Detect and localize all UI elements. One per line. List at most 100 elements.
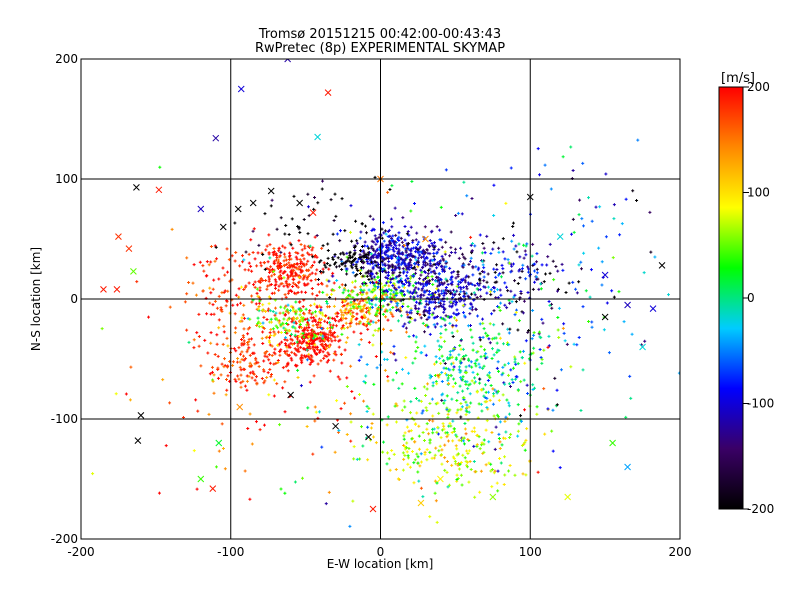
scatter-point bbox=[427, 432, 431, 436]
scatter-point bbox=[223, 289, 227, 293]
scatter-point bbox=[390, 268, 394, 272]
scatter-point bbox=[296, 224, 300, 228]
scatter-point bbox=[294, 271, 298, 275]
scatter-point bbox=[369, 269, 373, 273]
scatter-point bbox=[326, 242, 330, 246]
scatter-point bbox=[254, 302, 258, 306]
scatter-point bbox=[485, 291, 489, 295]
scatter-point bbox=[301, 340, 305, 344]
scatter-point bbox=[226, 344, 230, 348]
scatter-point bbox=[260, 336, 264, 340]
scatter-point bbox=[467, 364, 471, 368]
scatter-point bbox=[331, 288, 335, 292]
scatter-point bbox=[517, 242, 521, 246]
scatter-point bbox=[349, 439, 353, 443]
scatter-point bbox=[479, 294, 483, 298]
scatter-point bbox=[327, 344, 331, 348]
scatter-point bbox=[321, 334, 325, 338]
scatter-point bbox=[360, 315, 364, 319]
scatter-point bbox=[582, 224, 586, 228]
scatter-point bbox=[571, 217, 575, 221]
scatter-point bbox=[322, 338, 326, 342]
scatter-point bbox=[267, 295, 271, 299]
scatter-point bbox=[416, 294, 420, 298]
scatter-point bbox=[635, 199, 639, 203]
scatter-point bbox=[493, 388, 497, 392]
scatter-point bbox=[508, 384, 512, 388]
scatter-point bbox=[548, 271, 552, 275]
scatter-point bbox=[367, 253, 371, 257]
scatter-point bbox=[560, 262, 564, 266]
scatter-point bbox=[499, 293, 503, 297]
scatter-point bbox=[459, 408, 463, 412]
scatter-point bbox=[427, 309, 431, 313]
scatter-point bbox=[495, 350, 499, 354]
scatter-point bbox=[164, 444, 168, 448]
scatter-point bbox=[441, 359, 445, 363]
colorbar-tick-label: 200 bbox=[747, 80, 770, 94]
scatter-point bbox=[343, 260, 347, 264]
scatter-point bbox=[542, 280, 546, 284]
scatter-point bbox=[285, 338, 289, 342]
scatter-point bbox=[483, 251, 487, 255]
scatter-point bbox=[311, 264, 315, 268]
scatter-point bbox=[463, 292, 467, 296]
scatter-point bbox=[294, 273, 298, 277]
scatter-point bbox=[262, 327, 266, 331]
scatter-point bbox=[416, 310, 420, 314]
scatter-point bbox=[439, 345, 443, 349]
scatter-point bbox=[396, 319, 400, 323]
scatter-point bbox=[531, 351, 535, 355]
scatter-point bbox=[325, 278, 329, 282]
scatter-point bbox=[463, 379, 467, 383]
scatter-point bbox=[288, 309, 292, 313]
scatter-point bbox=[270, 274, 274, 278]
scatter-point bbox=[519, 419, 523, 423]
scatter-point bbox=[514, 300, 518, 304]
scatter-point bbox=[270, 372, 274, 376]
scatter-point bbox=[433, 453, 437, 457]
scatter-point bbox=[345, 267, 349, 271]
scatter-point bbox=[535, 412, 539, 416]
scatter-point bbox=[384, 250, 388, 254]
scatter-point bbox=[584, 289, 588, 293]
scatter-point bbox=[386, 254, 390, 258]
scatter-point bbox=[323, 354, 327, 358]
scatter-point bbox=[487, 374, 491, 378]
scatter-point bbox=[431, 384, 435, 388]
scatter-point bbox=[358, 272, 362, 276]
scatter-point bbox=[406, 462, 410, 466]
scatter-point bbox=[533, 269, 537, 273]
scatter-point bbox=[294, 300, 298, 304]
scatter-point bbox=[303, 283, 307, 287]
scatter-point bbox=[354, 257, 358, 261]
scatter-point bbox=[476, 350, 480, 354]
scatter-point bbox=[374, 441, 378, 445]
scatter-point bbox=[437, 305, 441, 309]
scatter-point bbox=[338, 377, 342, 381]
scatter-point bbox=[488, 398, 492, 402]
scatter-point bbox=[273, 291, 277, 295]
scatter-point bbox=[439, 277, 443, 281]
scatter-point bbox=[507, 331, 511, 335]
scatter-point bbox=[223, 273, 227, 277]
scatter-point bbox=[332, 281, 336, 285]
scatter-point bbox=[629, 396, 633, 400]
scatter-point bbox=[478, 272, 482, 276]
scatter-point bbox=[410, 291, 414, 295]
scatter-point bbox=[310, 292, 314, 296]
scatter-point bbox=[410, 437, 414, 441]
scatter-point bbox=[388, 188, 392, 192]
scatter-point bbox=[284, 364, 288, 368]
scatter-point bbox=[431, 283, 435, 287]
scatter-point bbox=[376, 329, 380, 333]
scatter-point bbox=[453, 381, 457, 385]
scatter-point bbox=[491, 402, 495, 406]
scatter-point bbox=[383, 269, 387, 273]
scatter-point bbox=[389, 350, 393, 354]
scatter-point bbox=[299, 316, 303, 320]
scatter-point bbox=[291, 281, 295, 285]
scatter-cross-marker bbox=[324, 89, 332, 96]
scatter-point bbox=[448, 292, 452, 296]
